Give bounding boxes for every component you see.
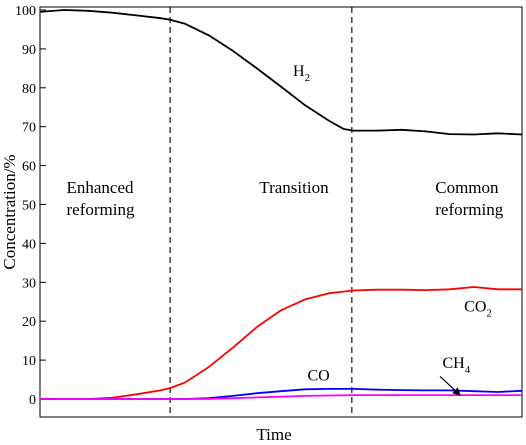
y-axis-ticks <box>40 9 46 400</box>
y-tick-label-40: 40 <box>22 237 36 252</box>
series-label-h2: H2 <box>293 63 310 84</box>
region-labels: Enhanced reforming Transition Common reformi… <box>67 178 504 219</box>
y-tick-label-0: 0 <box>29 393 36 408</box>
region-dividers <box>169 7 353 417</box>
y-tick-label-50: 50 <box>22 199 36 214</box>
plot-frame <box>39 6 523 418</box>
region-label-2: Transition <box>259 178 329 197</box>
y-tick-label-60: 60 <box>22 160 36 175</box>
y-tick-label-20: 20 <box>22 315 36 330</box>
y-tick-label-30: 30 <box>22 276 36 291</box>
series-label-co2: CO2 <box>464 298 492 319</box>
series-labels: H2 CO2 CO CH4 <box>293 63 492 384</box>
series-line-h2 <box>39 9 523 136</box>
y-tick-label-100: 100 <box>15 4 36 19</box>
y-tick-label-80: 80 <box>22 82 36 97</box>
region-label-1: Enhanced reforming <box>67 178 135 219</box>
region-label-3: Common reforming <box>435 178 503 219</box>
y-axis-tick-labels: 0 10 20 30 40 50 60 70 80 90 100 <box>15 4 36 408</box>
series-lines <box>39 9 523 400</box>
y-tick-label-10: 10 <box>22 354 36 369</box>
y-tick-label-70: 70 <box>22 121 36 136</box>
series-line-ch4 <box>40 394 522 400</box>
arrow-ch4 <box>439 375 461 396</box>
y-axis-title: Concentration/% <box>0 154 19 269</box>
y-tick-label-90: 90 <box>22 43 36 58</box>
series-label-co: CO <box>308 367 330 384</box>
x-axis-title: Time <box>256 425 291 444</box>
series-label-ch4: CH4 <box>442 355 470 376</box>
annotations <box>439 375 461 396</box>
series-line-co2 <box>40 286 522 400</box>
